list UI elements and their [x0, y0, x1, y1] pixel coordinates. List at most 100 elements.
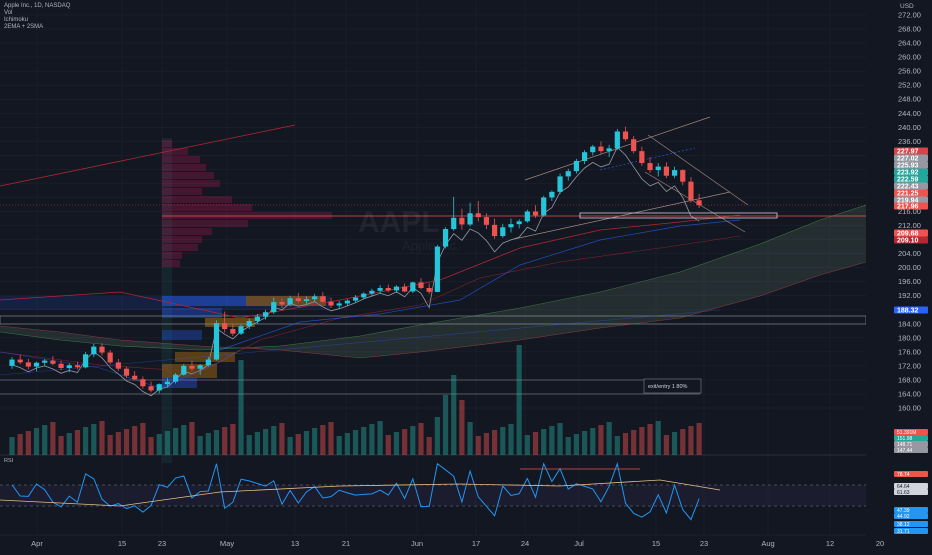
time-axis: Apr 15 23 May 13 21 Jun 17 24 Jul 15 23 Aug 12 20 [31, 539, 884, 548]
candle-body [33, 362, 40, 367]
profile-bar [162, 188, 202, 195]
price-tick: 256.00 [898, 67, 921, 76]
volume-label-bg [894, 435, 928, 441]
price-label: 222.43 [897, 184, 919, 191]
conversion-line [11, 146, 700, 397]
candle-body [271, 302, 277, 313]
rsi-line [11, 461, 700, 521]
volume-bar [696, 423, 702, 455]
price-label: 188.32 [897, 308, 919, 315]
candle-body [107, 352, 113, 363]
volume-bar [688, 426, 694, 455]
volume-bar [606, 422, 612, 455]
candle-body [181, 365, 187, 375]
volume-bar [33, 428, 40, 455]
candle-body [320, 296, 326, 302]
volume-bar [42, 425, 48, 455]
profile-bar [162, 228, 212, 235]
volume-bar [246, 435, 252, 455]
volume-bar [262, 429, 269, 455]
price-label: 225.93 [897, 163, 919, 170]
candle-body [467, 213, 473, 225]
volume-bar [123, 429, 130, 455]
volume-bar [107, 435, 113, 455]
rsi-label: 38.12 [897, 522, 910, 528]
axis-bg [866, 0, 932, 550]
volume-bar [442, 395, 449, 455]
profile-bar [162, 180, 220, 187]
time-tick: 15 [118, 539, 126, 548]
rsi-label-bg [894, 521, 928, 527]
time-tick: 20 [876, 539, 884, 548]
indicator-ema-sma[interactable]: 2EMA + 2SMA [4, 24, 44, 30]
candle-body [361, 293, 367, 298]
price-label-bg [894, 236, 928, 244]
volume-bar [393, 432, 400, 455]
candle-body [287, 298, 293, 305]
time-tick: 13 [291, 539, 299, 548]
volume-bar [9, 437, 15, 455]
volume-bar [377, 421, 383, 455]
time-tick: 15 [652, 539, 660, 548]
price-label: 227.97 [897, 149, 919, 156]
profile-bar [162, 296, 246, 306]
volume-bar [328, 422, 334, 455]
profile-bar [162, 164, 206, 171]
price-label: 217.96 [897, 204, 919, 211]
rsi-label-bg [894, 471, 928, 477]
volume-label-bg [894, 447, 928, 453]
price-tick: 196.00 [898, 277, 921, 286]
volume-bar [205, 433, 211, 455]
volume-bar [541, 429, 547, 455]
candle-body [680, 170, 686, 182]
volume-bar [83, 427, 89, 455]
price-label-bg [894, 161, 928, 169]
price-tick: 204.00 [898, 249, 921, 258]
price-label-bg [894, 147, 928, 155]
volume-bar [238, 360, 244, 455]
candle-body [66, 365, 72, 368]
volume-bar [230, 424, 236, 455]
volume-bar [352, 430, 359, 455]
candle-body [148, 386, 154, 391]
candle-body [336, 303, 342, 306]
time-tick: 24 [521, 539, 529, 548]
profile-bar [162, 236, 202, 243]
candle-body [262, 312, 269, 317]
volume-bar [492, 430, 498, 455]
volume-bar [663, 435, 669, 455]
candle-body [631, 139, 637, 152]
indicator-ichimoku[interactable]: Ichimoku [4, 17, 29, 23]
candle-body [246, 320, 252, 327]
candle-body [622, 131, 629, 140]
symbol-line[interactable]: Apple Inc., 1D, NASDAQ [4, 3, 71, 9]
annotation-box[interactable] [643, 378, 702, 394]
candle-body [385, 287, 391, 291]
candle-body [352, 297, 359, 301]
rsi-label-bg [894, 513, 928, 519]
volume-bars [9, 345, 702, 455]
price-label-bg [894, 196, 928, 204]
volume-bar [25, 431, 31, 455]
annotation-text: exit/entry 1 80% [648, 384, 688, 390]
indicator-vol[interactable]: Vol [4, 10, 13, 16]
candle-body [295, 298, 301, 301]
candles [9, 126, 702, 394]
rsi-pane [0, 461, 866, 521]
profile-bar [162, 244, 198, 251]
candle-body [614, 131, 620, 149]
volume-bar [197, 436, 203, 455]
senkou-a [0, 204, 867, 351]
volume-bar [91, 424, 97, 455]
candle-body [238, 326, 244, 334]
currency-label: USD [900, 3, 914, 10]
candle-body [696, 200, 702, 206]
candle-body [74, 365, 81, 368]
trendline-upper-red [0, 124, 296, 187]
price-tick: 200.00 [898, 263, 921, 272]
candle-body [475, 213, 481, 218]
price-tick: 248.00 [898, 95, 921, 104]
chart-legend: Apple Inc., 1D, NASDAQ Vol Ichimoku 2EMA… [4, 3, 70, 31]
